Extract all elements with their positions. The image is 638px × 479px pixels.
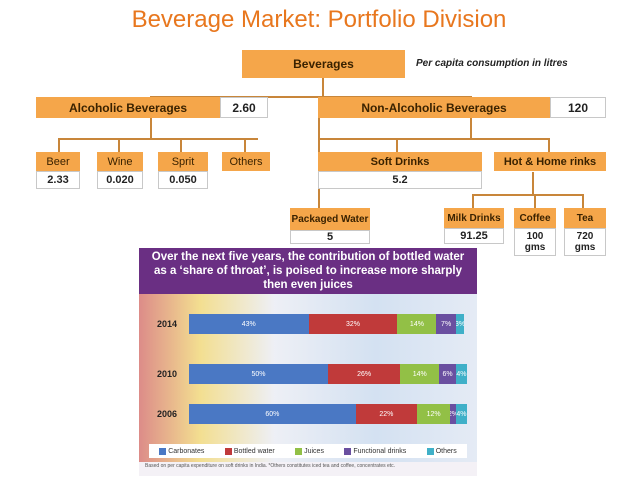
bar-segment-functional-drinks-2006: 2% — [450, 404, 456, 424]
connector-alcoholic-children — [58, 138, 258, 140]
node-coffee: Coffee — [514, 208, 556, 228]
node-tea-value: 720 gms — [564, 228, 606, 256]
legend-label: Others — [435, 447, 457, 455]
connector-top-horizontal — [150, 96, 472, 98]
bar-segment-bottled-water-2014: 32% — [308, 314, 398, 334]
infographic-footnote: Based on per capita expenditure on soft … — [145, 463, 396, 469]
node-non-alcoholic: Non-Alcoholic Beverages — [318, 97, 550, 118]
bar-segment-bottled-water-2006: 22% — [355, 404, 417, 424]
year-label-2014: 2014 — [157, 319, 178, 329]
bar-segment-others-2014: 3% — [455, 314, 465, 334]
node-wine: Wine — [97, 152, 143, 171]
connector-sprit — [180, 138, 182, 152]
bar-segment-functional-drinks-2014: 7% — [436, 314, 456, 334]
year-label-2006: 2006 — [157, 409, 178, 419]
legend-swatch — [295, 447, 303, 455]
node-others: Others — [222, 152, 270, 171]
bar-segment-juices-2010: 14% — [400, 364, 440, 384]
connector-others — [244, 138, 246, 152]
legend-swatch — [224, 447, 232, 455]
node-beer-value: 2.33 — [36, 171, 80, 189]
node-sprit: Sprit — [158, 152, 208, 171]
connector-tea — [582, 194, 584, 208]
node-packaged-water: Packaged Water — [290, 208, 370, 230]
connector-hot-stem — [532, 172, 534, 194]
connector-hot-children — [472, 194, 584, 196]
node-packaged-water-value: 5 — [290, 230, 370, 244]
connector-root-down — [322, 78, 324, 96]
bar-segment-functional-drinks-2010: 6% — [439, 364, 456, 384]
legend-item-functional-drinks: Functional drinks — [344, 447, 407, 455]
node-milk-drinks-value: 91.25 — [444, 228, 504, 244]
connector-wine — [118, 138, 120, 152]
node-sprit-value: 0.050 — [158, 171, 208, 189]
legend-label: Functional drinks — [353, 447, 407, 455]
year-label-2010: 2010 — [157, 369, 178, 379]
connector-nonalc-stem — [470, 118, 472, 138]
connector-hothome — [548, 138, 550, 152]
legend-item-carbonates: Carbonates — [159, 447, 205, 455]
bar-segment-others-2006: 4% — [455, 404, 467, 424]
legend-item-others: Others — [426, 447, 457, 455]
node-wine-value: 0.020 — [97, 171, 143, 189]
connector-nonalc-children — [318, 138, 550, 140]
node-alcoholic-label: Alcoholic Beverages — [68, 100, 188, 115]
node-coffee-value: 100 gms — [514, 228, 556, 256]
connector-coffee — [534, 194, 536, 208]
legend-label: Carbonates — [168, 447, 205, 455]
connector-softdrinks — [396, 138, 398, 152]
bar-segment-carbonates-2014: 43% — [189, 314, 309, 334]
connector-milk — [472, 194, 474, 208]
node-soft-drinks-value: 5.2 — [318, 171, 482, 189]
node-beer: Beer — [36, 152, 80, 171]
bar-segment-carbonates-2006: 60% — [189, 404, 356, 424]
node-beverages-label: Beverages — [293, 57, 354, 71]
bar-row-2010: 50% 26% 14% 6% 4% — [189, 364, 467, 384]
node-milk-drinks: Milk Drinks — [444, 208, 504, 228]
legend-label: Bottled water — [233, 447, 275, 455]
node-alcoholic: Alcoholic Beverages — [36, 97, 220, 118]
infographic-headline: Over the next five years, the contributi… — [139, 248, 477, 294]
consumption-note: Per capita consumption in litres — [416, 58, 568, 69]
bar-row-2006: 60%22%12%2%4% — [189, 404, 467, 424]
node-soft-drinks: Soft Drinks — [318, 152, 482, 171]
legend-swatch — [159, 447, 167, 455]
infographic-panel: Over the next five years, the contributi… — [139, 248, 477, 476]
bar-segment-carbonates-2010: 50% — [189, 364, 328, 384]
chart-legend: Carbonates Bottled water Juices Functional … — [149, 444, 467, 458]
bar-segment-bottled-water-2010: 26% — [328, 364, 401, 384]
node-non-alcoholic-value: 120 — [550, 97, 606, 118]
legend-swatch — [426, 447, 434, 455]
node-tea: Tea — [564, 208, 606, 228]
node-non-alcoholic-label: Non-Alcoholic Beverages — [361, 100, 507, 115]
legend-item-juices: Juices — [295, 447, 324, 455]
node-alcoholic-value: 2.60 — [220, 97, 268, 118]
bar-segment-juices-2006: 12% — [416, 404, 451, 424]
legend-label: Juices — [304, 447, 324, 455]
legend-swatch — [344, 447, 352, 455]
connector-alcoholic-stem — [150, 118, 152, 138]
page-title: Beverage Market: Portfolio Division — [131, 6, 507, 33]
node-beverages: Beverages — [242, 50, 405, 78]
bar-row-2014: 43%32%14%7%3% — [189, 314, 467, 334]
node-hot-home: Hot & Home rinks — [494, 152, 606, 171]
connector-beer — [58, 138, 60, 152]
bar-segment-juices-2014: 14% — [397, 314, 437, 334]
legend-item-bottled-water: Bottled water — [224, 447, 275, 455]
bar-segment-others-2010: 4% — [455, 364, 467, 384]
